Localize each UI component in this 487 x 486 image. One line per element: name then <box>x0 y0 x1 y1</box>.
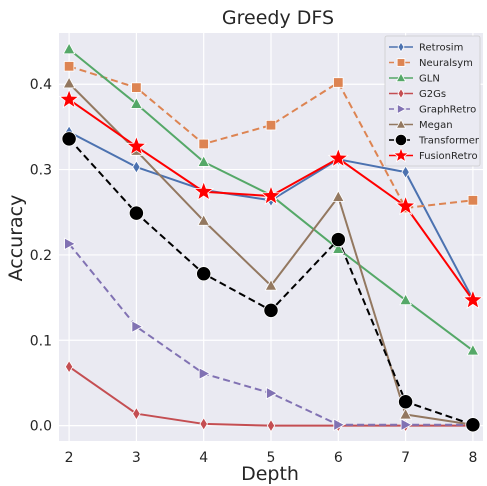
chart-title: Greedy DFS <box>222 7 334 29</box>
legend-marker-fusionretro <box>392 146 410 163</box>
legend-marker-gln <box>395 72 407 82</box>
data-point-megan <box>62 76 76 89</box>
y-tick-label: 0.3 <box>30 163 52 179</box>
y-tick-labels: 0.0 0.1 0.2 0.3 0.4 <box>30 77 52 434</box>
data-point-g2gs <box>64 359 74 374</box>
legend-label-retrosim: Retrosim <box>419 43 463 54</box>
data-point-megan <box>264 278 278 291</box>
legend-marker-neuralsym <box>396 58 406 67</box>
data-point-neuralsym <box>131 82 142 93</box>
data-point-megan <box>331 190 345 202</box>
data-point-transformer <box>465 417 481 433</box>
data-point-neuralsym <box>333 77 344 88</box>
x-axis-label: Depth <box>241 463 299 485</box>
legend: Retrosim Neuralsym GLN G2Gs GraphRetro Megan T… <box>384 35 481 167</box>
legend-marker-graphretro <box>396 103 407 115</box>
data-point-retrosim <box>132 160 141 174</box>
data-point-graphretro <box>198 367 211 380</box>
data-point-megan <box>399 407 412 420</box>
data-point-retrosim <box>401 165 410 179</box>
data-point-gln <box>62 42 76 55</box>
data-point-g2gs <box>132 406 141 421</box>
y-tick-label: 0.0 <box>30 419 52 435</box>
data-point-fusionretro <box>58 88 80 109</box>
legend-label-graphretro: GraphRetro <box>419 105 476 116</box>
y-tick-label: 0.4 <box>30 77 52 93</box>
data-point-fusionretro <box>395 195 417 216</box>
data-point-neuralsym <box>63 61 75 72</box>
data-point-graphretro <box>400 418 413 432</box>
data-point-gln <box>197 155 211 167</box>
data-point-fusionretro <box>125 135 147 156</box>
legend-label-megan: Megan <box>419 120 453 131</box>
x-tick-label: 5 <box>267 450 276 466</box>
data-point-megan <box>197 213 211 226</box>
legend-marker-retrosim <box>397 41 405 53</box>
data-point-gln <box>399 293 412 306</box>
data-point-fusionretro <box>260 184 282 206</box>
legend-marker-transformer <box>394 133 408 147</box>
legend-label-transformer: Transformer <box>418 136 480 147</box>
data-point-g2gs <box>266 418 276 433</box>
data-point-gln <box>466 343 480 356</box>
data-point-gln <box>130 97 143 109</box>
x-tick-labels: 2 3 4 5 6 7 8 <box>65 450 478 466</box>
data-point-transformer <box>61 131 77 147</box>
legend-box <box>384 35 481 167</box>
y-tick-label: 0.2 <box>30 248 52 264</box>
x-tick-label: 8 <box>468 450 477 466</box>
data-point-transformer <box>330 232 346 248</box>
data-point-transformer <box>128 205 144 221</box>
x-tick-label: 7 <box>401 450 410 466</box>
series-markers <box>58 42 484 433</box>
legend-marker-g2gs <box>397 87 405 100</box>
data-point-fusionretro <box>193 180 215 201</box>
data-point-neuralsym <box>265 119 277 131</box>
legend-label-fusionretro: FusionRetro <box>419 151 478 162</box>
data-point-graphretro <box>64 237 76 251</box>
y-tick-label: 0.1 <box>30 333 52 349</box>
data-point-graphretro <box>333 418 346 432</box>
legend-label-neuralsym: Neuralsym <box>419 58 473 69</box>
data-point-fusionretro <box>462 289 484 310</box>
data-point-transformer <box>398 394 414 410</box>
legend-marker-megan <box>395 118 407 129</box>
data-point-graphretro <box>131 320 144 333</box>
data-point-graphretro <box>266 386 278 400</box>
x-tick-label: 6 <box>334 450 343 466</box>
x-tick-label: 3 <box>132 450 141 466</box>
x-tick-label: 2 <box>65 450 74 466</box>
data-point-gln <box>331 242 345 254</box>
data-point-transformer <box>196 266 212 282</box>
data-point-neuralsym <box>467 195 479 206</box>
y-axis-label: Accuracy <box>5 195 27 282</box>
data-point-g2gs <box>199 417 208 431</box>
legend-label-g2gs: G2Gs <box>419 89 446 100</box>
data-point-neuralsym <box>198 138 209 150</box>
x-tick-label: 4 <box>199 450 208 466</box>
legend-label-gln: GLN <box>419 74 440 85</box>
data-point-fusionretro <box>327 147 349 168</box>
data-point-transformer <box>263 302 279 318</box>
